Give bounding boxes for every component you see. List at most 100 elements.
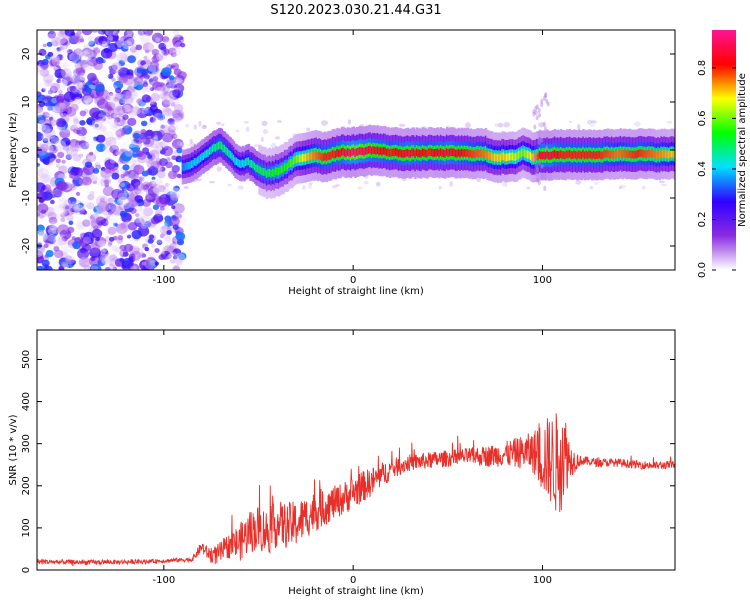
noise-cell xyxy=(166,157,171,161)
speckle-cell xyxy=(277,120,282,123)
ridge-cell xyxy=(478,149,482,158)
noise-cell xyxy=(97,118,104,124)
noise-cell xyxy=(43,184,52,192)
noise-cell xyxy=(142,64,148,69)
ridge-cell xyxy=(510,152,513,161)
burst-cell xyxy=(536,176,540,182)
noise-cell xyxy=(166,230,172,235)
ridge-cell xyxy=(450,148,453,156)
ridge-cell xyxy=(474,150,477,159)
noise-cell xyxy=(164,40,173,48)
noise-cell xyxy=(70,207,75,212)
noise-cell xyxy=(163,107,174,117)
ridge-cell xyxy=(268,168,272,177)
noise-cell xyxy=(62,175,67,180)
speckle-cell xyxy=(308,182,313,185)
speckle-cell xyxy=(335,184,340,187)
noise-cell xyxy=(125,89,138,100)
noise-cell xyxy=(60,217,66,222)
ridge-cell xyxy=(363,148,366,156)
ridge-cell xyxy=(199,154,203,162)
noise-cell xyxy=(112,123,118,129)
snr-y-ticks: 0 100 200 300 400 500 xyxy=(21,350,675,573)
noise-cell xyxy=(145,158,153,165)
noise-cell xyxy=(48,144,59,154)
noise-cell xyxy=(155,86,164,95)
noise-cell xyxy=(100,243,110,252)
noise-cell xyxy=(171,177,180,186)
snr-plot-area xyxy=(37,413,675,567)
noise-cell xyxy=(161,67,172,77)
ridge-cell xyxy=(277,167,281,176)
noise-cell xyxy=(141,120,148,127)
noise-cell xyxy=(100,45,106,50)
speckle-cell xyxy=(216,166,222,172)
noise-cell xyxy=(56,54,64,61)
ridge-cell xyxy=(580,151,584,160)
noise-cell xyxy=(132,240,141,249)
ridge-cell xyxy=(663,149,666,158)
noise-cell xyxy=(47,105,53,111)
noise-cell xyxy=(70,201,81,210)
ridge-cell xyxy=(579,151,582,159)
noise-cell xyxy=(56,95,65,104)
noise-cell xyxy=(110,112,118,119)
burst-cell xyxy=(543,185,547,191)
noise-cell xyxy=(79,51,91,62)
ridge-cell xyxy=(379,146,383,155)
ridge-cell xyxy=(309,152,312,161)
ridge-cell xyxy=(415,148,419,157)
noise-cell xyxy=(47,234,56,242)
speckle-cell xyxy=(587,119,593,125)
ridge-cell xyxy=(504,153,507,162)
noise-cell xyxy=(106,217,117,226)
ridge-cell xyxy=(253,162,257,171)
speckle-cell xyxy=(569,120,573,123)
ridge-cell xyxy=(291,159,294,168)
noise-cell xyxy=(159,248,165,254)
noise-cell xyxy=(159,90,171,100)
ridge-cell xyxy=(319,152,323,161)
noise-cell xyxy=(135,142,143,148)
burst-cell xyxy=(543,126,547,132)
noise-cell xyxy=(70,184,76,188)
burst-cell xyxy=(542,121,546,127)
ridge-cell xyxy=(520,149,524,158)
ridge-cell xyxy=(357,148,360,156)
colorbar-tick-label: 0.8 xyxy=(697,60,708,76)
noise-cell xyxy=(62,62,69,68)
ridge-cell xyxy=(367,146,371,154)
ridge-cell xyxy=(657,150,660,159)
noise-cell xyxy=(171,205,176,210)
ridge-cell xyxy=(516,152,519,161)
noise-cell xyxy=(61,55,69,62)
burst-cell xyxy=(537,139,541,145)
ridge-cell xyxy=(630,150,633,159)
noise-cell xyxy=(108,241,113,245)
noise-cell xyxy=(168,75,175,81)
noise-cell xyxy=(89,264,102,270)
noise-cell xyxy=(72,153,82,162)
noise-cell xyxy=(89,151,94,156)
noise-cell xyxy=(55,118,67,128)
noise-cell xyxy=(65,106,77,117)
noise-cell xyxy=(94,155,106,165)
noise-cell xyxy=(111,77,116,82)
noise-cell xyxy=(75,144,81,149)
noise-cell xyxy=(144,74,150,79)
snr-series-line xyxy=(37,413,675,567)
noise-cell xyxy=(147,238,154,244)
ridge-cell xyxy=(658,151,662,160)
ridge-cell xyxy=(501,152,504,161)
noise-cell xyxy=(152,33,158,39)
noise-cell xyxy=(58,197,68,207)
noise-cell xyxy=(115,87,122,94)
snr-y-tick-label: 100 xyxy=(21,518,32,537)
noise-cell xyxy=(37,230,48,241)
noise-cell xyxy=(44,128,56,140)
noise-cell xyxy=(119,210,128,218)
noise-cell xyxy=(162,94,174,105)
ridge-cell xyxy=(484,149,488,157)
noise-cell xyxy=(152,184,163,194)
noise-cell xyxy=(59,46,64,51)
